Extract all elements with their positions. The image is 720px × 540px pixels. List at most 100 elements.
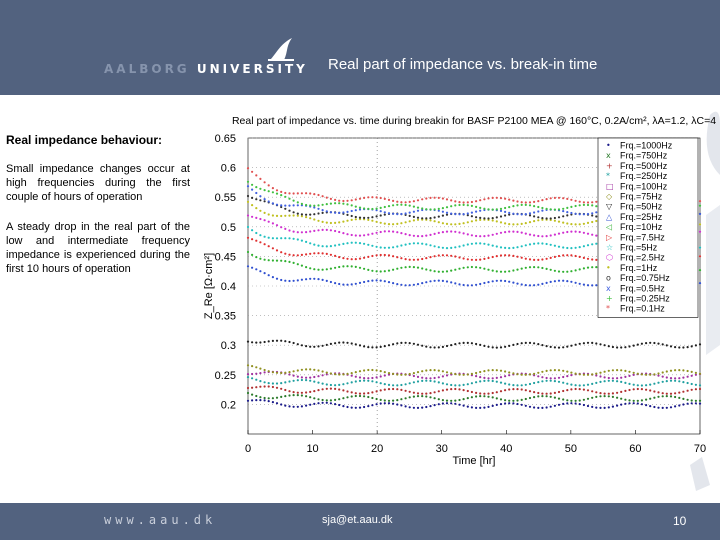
data-point	[512, 230, 515, 233]
data-point	[334, 384, 337, 387]
data-point	[694, 371, 697, 374]
data-point	[334, 282, 337, 285]
data-point	[541, 206, 544, 210]
data-point	[466, 258, 469, 261]
data-point	[412, 258, 415, 261]
y-tick-label: 0.2	[221, 399, 236, 411]
data-point	[412, 372, 415, 375]
data-point	[545, 217, 548, 220]
data-point	[562, 279, 565, 282]
data-point	[528, 212, 532, 215]
data-point	[416, 343, 420, 346]
data-point	[334, 202, 337, 205]
data-point	[674, 379, 677, 382]
data-point	[400, 212, 403, 216]
data-point	[520, 213, 523, 216]
data-point	[263, 211, 266, 214]
data-point	[698, 200, 702, 203]
data-point	[379, 196, 382, 200]
data-point	[350, 395, 353, 398]
data-point	[325, 343, 328, 346]
data-point	[387, 246, 391, 249]
data-point	[470, 242, 473, 245]
data-point	[441, 254, 444, 257]
data-point	[524, 203, 527, 206]
data-point	[416, 218, 420, 221]
data-point	[251, 196, 254, 199]
data-point	[251, 183, 254, 186]
data-point	[259, 217, 262, 221]
data-point	[329, 245, 332, 248]
data-point	[698, 212, 702, 216]
data-point	[541, 199, 544, 202]
data-point	[586, 383, 590, 386]
data-point	[392, 268, 395, 271]
data-point	[470, 234, 473, 237]
data-point	[367, 196, 370, 199]
data-point	[586, 266, 590, 269]
data-point	[425, 243, 428, 246]
data-point	[288, 197, 291, 200]
data-point	[412, 210, 415, 213]
data-point	[416, 216, 420, 219]
data-point	[321, 211, 324, 214]
data-point	[383, 205, 386, 209]
data-point	[425, 405, 428, 409]
data-point	[280, 339, 283, 342]
data-point	[392, 402, 395, 405]
data-point	[657, 406, 660, 409]
legend-marker: ◇	[606, 192, 613, 201]
legend-label: Frq.=2.5Hz	[620, 253, 665, 263]
data-point	[537, 242, 540, 245]
data-point	[354, 394, 357, 398]
data-point	[367, 379, 370, 382]
x-tick-label: 10	[306, 443, 318, 455]
data-point	[475, 371, 478, 375]
data-point	[350, 241, 353, 244]
data-point	[421, 379, 424, 382]
data-point	[582, 213, 585, 216]
data-point	[640, 403, 643, 406]
data-point	[354, 343, 357, 346]
data-point	[271, 191, 274, 194]
data-point	[475, 200, 478, 203]
data-point	[396, 384, 399, 387]
data-point	[259, 367, 262, 370]
data-point	[533, 234, 536, 237]
data-point	[499, 231, 503, 234]
data-point	[470, 265, 473, 269]
data-point	[586, 257, 590, 260]
data-point	[483, 242, 486, 245]
data-point	[661, 375, 664, 378]
data-point	[690, 345, 693, 348]
data-point	[346, 242, 349, 245]
data-point	[363, 256, 366, 259]
legend-marker: ⬡	[606, 253, 613, 262]
data-point	[570, 247, 573, 250]
data-point	[354, 375, 357, 378]
data-point	[346, 203, 349, 206]
data-point	[508, 254, 511, 257]
data-point	[499, 221, 503, 224]
data-point	[665, 392, 668, 395]
data-point	[620, 403, 623, 406]
data-point	[524, 284, 527, 287]
data-point	[533, 242, 536, 245]
data-point	[690, 374, 693, 377]
data-point	[363, 196, 366, 199]
data-point	[549, 208, 552, 211]
data-point	[595, 234, 598, 237]
data-point	[375, 207, 378, 210]
aau-logo-icon	[268, 38, 294, 61]
data-point	[433, 391, 436, 394]
data-point	[553, 380, 556, 383]
data-point	[578, 373, 581, 376]
data-point	[296, 214, 299, 217]
data-point	[479, 395, 482, 398]
data-point	[375, 381, 378, 384]
data-point	[553, 346, 556, 349]
data-point	[284, 191, 287, 195]
data-point	[508, 344, 511, 347]
data-point	[698, 255, 702, 258]
data-point	[263, 181, 266, 184]
